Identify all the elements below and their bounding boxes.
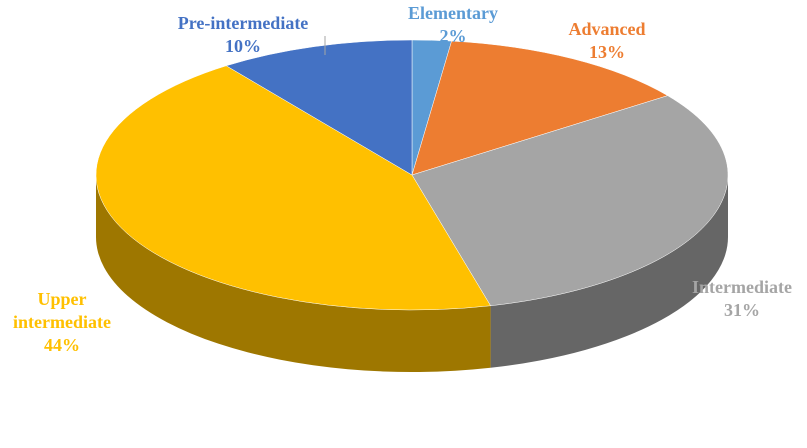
category-name: Advanced <box>568 19 646 39</box>
slice-label: Advanced 13% <box>568 18 645 64</box>
value-label: 31% <box>724 300 760 320</box>
category-name: Elementary <box>408 3 498 23</box>
slice-label: Pre-intermediate 10% <box>178 12 309 58</box>
slice-side <box>490 175 728 368</box>
category-name: Pre-intermediate <box>177 13 309 33</box>
slice <box>411 95 729 307</box>
category-name: Upper intermediate <box>13 289 111 332</box>
slice-label: Intermediate 31% <box>692 276 792 322</box>
slice <box>225 39 413 176</box>
category-name: Intermediate <box>692 277 792 297</box>
slice-side <box>96 175 491 372</box>
value-label: 13% <box>588 42 625 62</box>
slice <box>95 65 492 311</box>
value-label: 10% <box>224 36 261 56</box>
slice <box>411 40 669 176</box>
slice-label: Upper intermediate 44% <box>0 288 127 357</box>
value-label: 2% <box>439 26 467 46</box>
slice-label: Elementary 2% <box>408 2 498 48</box>
value-label: 44% <box>44 335 80 355</box>
